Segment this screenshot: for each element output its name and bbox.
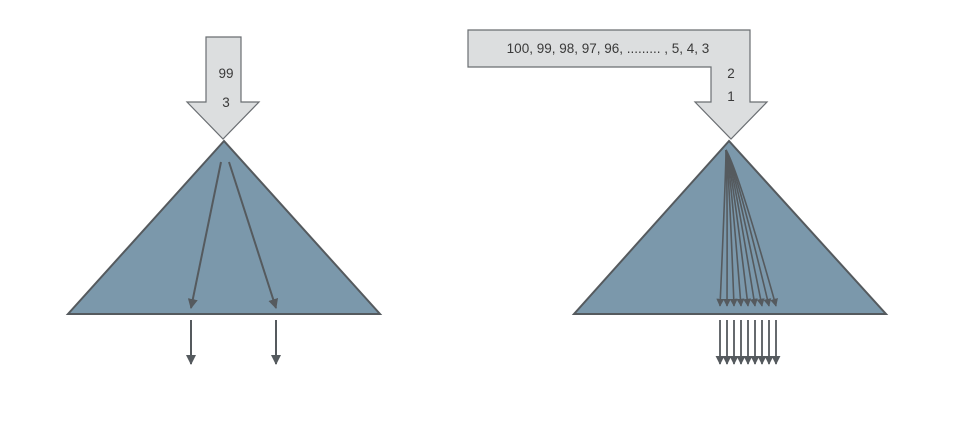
left-tree-triangle	[65, 139, 383, 315]
right-input-label-2: 1	[727, 89, 735, 104]
right-path-fan	[716, 149, 778, 307]
right-tree-triangle	[571, 139, 889, 315]
left-path-arrow-2	[228, 161, 279, 309]
right-path-arrow	[725, 149, 778, 307]
left-path-arrow-1	[187, 161, 222, 309]
left-input-arrow	[185, 36, 261, 140]
left-input-label-1: 99	[218, 66, 233, 81]
right-output-arrows	[715, 320, 781, 365]
right-sequence-label: 100, 99, 98, 97, 96, ......... , 5, 4, 3	[507, 41, 710, 56]
left-input-label-2: 3	[222, 95, 230, 110]
right-input-label-1: 2	[727, 66, 735, 81]
right-input-arrow	[467, 29, 769, 140]
